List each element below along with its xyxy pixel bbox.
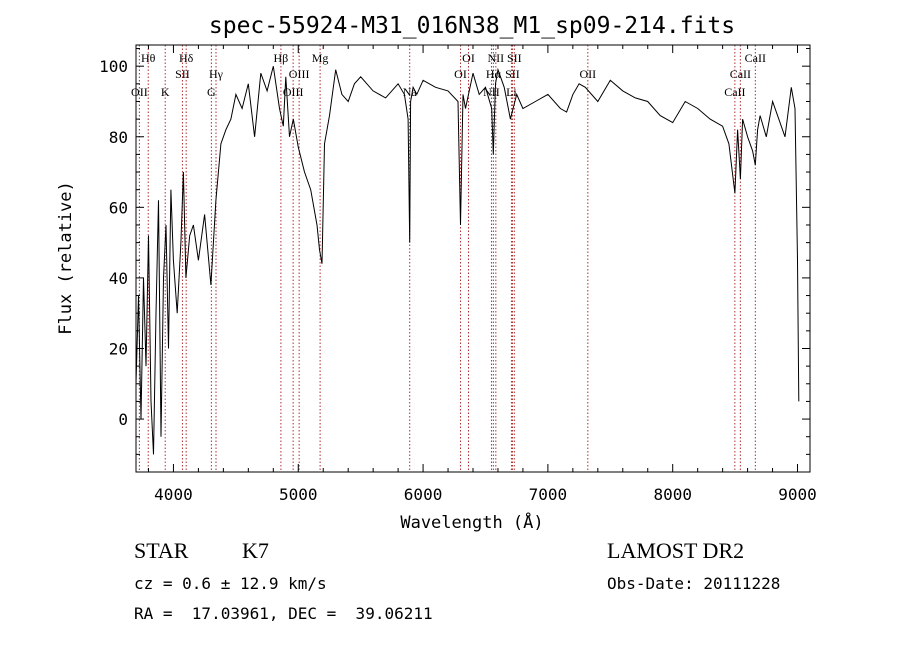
obs-date: Obs-Date: 20111228 (607, 574, 781, 593)
x-axis-label: Wavelength (Å) (400, 511, 543, 533)
coordinates: RA = 17.03961, DEC = 39.06211 (134, 604, 433, 623)
line-label: Hβ (274, 51, 289, 65)
y-tick-label: 0 (118, 410, 128, 429)
y-tick-label: 20 (109, 339, 128, 358)
survey-label: LAMOST DR2 (607, 538, 745, 563)
object-subclass: K7 (242, 538, 269, 563)
line-label: CaII (730, 67, 751, 81)
line-label: Li (506, 85, 517, 99)
y-tick-label: 80 (109, 128, 128, 147)
x-tick-label: 5000 (279, 485, 318, 504)
line-label: OII (131, 85, 148, 99)
line-label: OIII (283, 85, 304, 99)
y-axis-ticks: 0 20 40 60 80 100 (99, 48, 810, 455)
line-label: Hγ (209, 67, 224, 81)
line-label: Hδ (179, 51, 194, 65)
x-tick-label: 4000 (154, 485, 193, 504)
x-tick-label: 6000 (404, 485, 443, 504)
line-label: SII (505, 67, 520, 81)
y-axis-label: Flux (relative) (56, 181, 76, 335)
x-axis-ticks: 4000 5000 6000 7000 8000 9000 (147, 45, 817, 504)
x-tick-label: 7000 (529, 485, 568, 504)
line-label: Mg (312, 51, 329, 65)
line-label: K (161, 85, 170, 99)
line-label: OI (462, 51, 475, 65)
y-tick-label: 40 (109, 269, 128, 288)
line-label: OIII (289, 67, 310, 81)
line-label: OI (454, 67, 467, 81)
spectrum-line (135, 66, 800, 455)
line-label: CaII (724, 85, 745, 99)
line-label: G (207, 85, 216, 99)
x-tick-label: 9000 (778, 485, 817, 504)
plot-frame (135, 44, 811, 473)
y-tick-label: 60 (109, 198, 128, 217)
redshift-text: cz = 0.6 ± 12.9 km/s (134, 574, 327, 593)
line-label: SII (175, 67, 190, 81)
line-label: Hθ (141, 51, 156, 65)
line-label: OII (579, 67, 596, 81)
line-label: NII (488, 51, 505, 65)
line-label: CaII (745, 51, 766, 65)
object-class: STAR (134, 538, 189, 563)
y-tick-label: 100 (99, 57, 128, 76)
emission-line-markers (138, 45, 756, 472)
x-tick-label: 8000 (653, 485, 692, 504)
chart-title: spec-55924-M31_016N38_M1_sp09-214.fits (209, 13, 735, 39)
line-label: SII (507, 51, 522, 65)
